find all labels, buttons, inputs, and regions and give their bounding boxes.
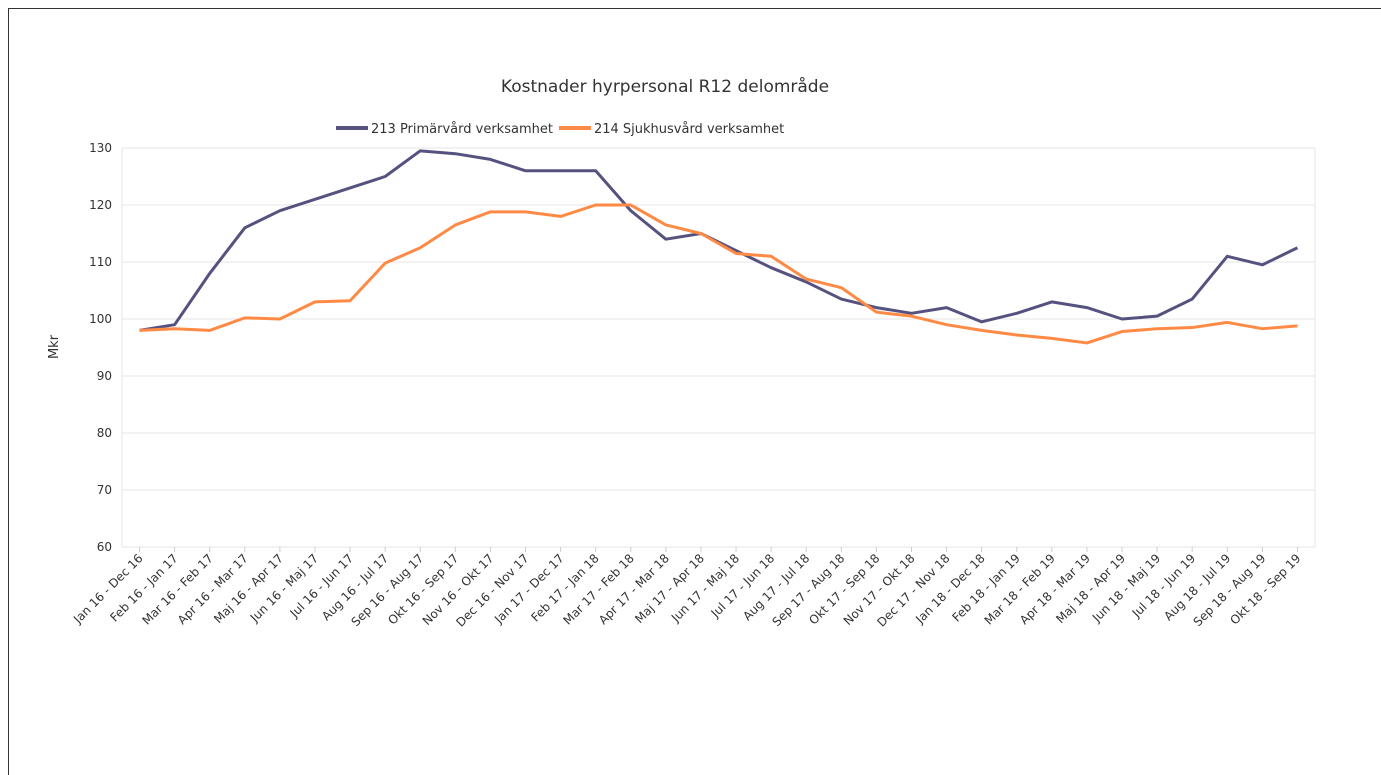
y-tick-label: 70: [97, 483, 112, 497]
legend-label: 214 Sjukhusvård verksamhet: [594, 122, 784, 137]
y-tick-label: 60: [97, 540, 112, 554]
legend-label: 213 Primärvård verksamhet: [371, 122, 553, 137]
y-tick-label: 80: [97, 426, 112, 440]
y-axis-label: Mkr: [47, 334, 62, 359]
y-tick-label: 100: [89, 312, 112, 326]
frame: [8, 8, 1381, 775]
chart-title: Kostnader hyrpersonal R12 delområde: [501, 76, 829, 97]
y-tick-label: 90: [97, 369, 112, 383]
y-tick-label: 130: [89, 141, 112, 155]
y-tick-label: 110: [89, 255, 112, 269]
y-tick-label: 120: [89, 198, 112, 212]
series-line: [139, 203, 1298, 345]
